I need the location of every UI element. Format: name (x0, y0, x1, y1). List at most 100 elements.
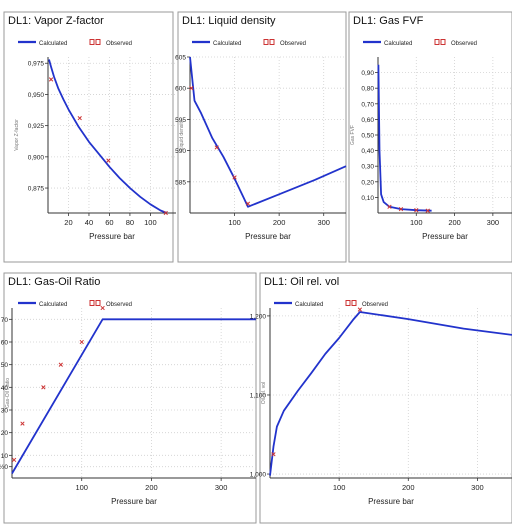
y-tick-label: 0,925 (28, 123, 45, 130)
x-tick-label: 200 (145, 483, 158, 492)
legend-observed-swatch (95, 300, 101, 306)
observed-point (387, 204, 392, 209)
legend-observed-swatch (351, 300, 357, 306)
y-tick-label: 0,975 (28, 61, 45, 68)
legend-observed-swatch (263, 39, 269, 45)
x-tick-label: 300 (487, 218, 500, 227)
legend-observed-label: Observed (280, 41, 306, 47)
observed-point (100, 305, 105, 311)
legend-observed-swatch (440, 39, 446, 45)
y-tick-label: 1,000 (250, 472, 267, 479)
panel-frame (3, 272, 257, 524)
legend-observed-swatch (95, 39, 101, 45)
chart-title: DL1: Gas FVF (353, 15, 424, 27)
x-tick-label: 60 (105, 218, 113, 227)
chart-panel-2: DL1: Liquid density Calculated Observed 100… (175, 11, 347, 263)
chart-panel-3: DL1: Gas FVF Calculated Observed 100 200 300 0… (348, 11, 512, 263)
x-tick-label: 200 (273, 218, 286, 227)
x-tick-label: 100 (333, 483, 346, 492)
series-calculated-line (377, 64, 432, 212)
panel-frame (259, 272, 512, 524)
observed-point (11, 457, 17, 463)
y-tick-label: ½0 (0, 463, 8, 471)
observed-point (163, 210, 168, 216)
x-tick-label: 300 (471, 483, 484, 492)
observed-point (245, 201, 251, 206)
chart-title: DL1: Liquid density (182, 15, 276, 27)
panel-frame (348, 11, 512, 263)
y-tick-label: 0,50 (361, 133, 374, 140)
observed-point (357, 307, 363, 312)
y-tick-label: 70 (1, 317, 9, 324)
x-tick-label: 100 (410, 218, 423, 227)
observed-point (77, 115, 82, 121)
observed-point (398, 206, 404, 212)
x-tick-label: 100 (75, 483, 88, 492)
legend-calculated-label: Calculated (213, 41, 241, 47)
observed-point (41, 385, 46, 390)
observed-point (79, 339, 84, 345)
observed-point (189, 86, 194, 91)
y-tick-label: 1,200 (250, 313, 267, 320)
y-tick-label: 0,60 (361, 117, 374, 124)
series-calculated-line (11, 318, 256, 474)
y-axis-label: Oil rel. vol (261, 382, 267, 404)
y-tick-label: 0,950 (28, 92, 45, 99)
panel-frame (3, 11, 174, 263)
x-tick-label: 100 (144, 218, 157, 227)
series-calculated-line (189, 56, 347, 208)
x-axis-label: Pressure bar (422, 232, 468, 241)
legend-observed-label: Observed (451, 41, 477, 47)
chart-panel-1: DL1: Vapor Z-factor Calculated Observed 20 4… (3, 11, 176, 263)
y-tick-label: 0,80 (361, 86, 374, 93)
y-tick-label: 605 (175, 55, 186, 62)
chart-title: DL1: Oil rel. vol (264, 276, 339, 288)
legend-observed-swatch (269, 39, 275, 45)
legend-observed-label: Observed (362, 302, 388, 308)
y-tick-label: 0,900 (28, 154, 45, 161)
y-axis-label: Liquid density (179, 119, 185, 150)
x-axis-label: Pressure bar (368, 497, 414, 506)
chart-title: DL1: Gas-Oil Ratio (8, 276, 100, 288)
chart-panel-5: DL1: Oil rel. vol Calculated Observed 100 20… (250, 272, 512, 524)
observed-point (425, 208, 430, 213)
x-tick-label: 80 (126, 218, 134, 227)
x-tick-label: 20 (64, 218, 72, 227)
legend-observed-swatch (89, 300, 95, 306)
observed-point (214, 145, 219, 150)
y-tick-label: 0,30 (361, 164, 374, 171)
x-tick-label: 300 (317, 218, 330, 227)
y-tick-label: 30 (1, 408, 9, 415)
observed-point (414, 208, 419, 213)
y-tick-label: 0,10 (361, 195, 374, 202)
y-tick-label: 0,40 (361, 148, 374, 155)
x-tick-label: 200 (448, 218, 461, 227)
legend-calculated-label: Calculated (39, 302, 67, 308)
y-tick-label: 0,70 (361, 101, 374, 108)
y-tick-label: 0,90 (361, 70, 374, 77)
observed-point (271, 452, 276, 457)
y-tick-label: 1,100 (250, 392, 267, 399)
y-tick-label: 595 (175, 117, 186, 124)
series-calculated-line (269, 311, 512, 476)
y-tick-label: 50 (1, 362, 9, 369)
y-tick-label: 60 (1, 340, 9, 347)
legend-observed-swatch (434, 39, 440, 45)
y-tick-label: 20 (1, 430, 9, 437)
x-tick-label: 200 (402, 483, 415, 492)
y-tick-label: 590 (175, 148, 186, 155)
observed-point (20, 421, 25, 426)
observed-point (106, 158, 111, 163)
y-tick-label: 40 (1, 385, 9, 392)
x-axis-label: Pressure bar (111, 497, 157, 506)
series-calculated-line (48, 59, 168, 214)
chart-title: DL1: Vapor Z-factor (8, 15, 104, 27)
x-tick-label: 100 (228, 218, 241, 227)
legend-calculated-label: Calculated (39, 41, 67, 47)
legend-calculated-label: Calculated (384, 41, 412, 47)
legend-observed-label: Observed (106, 41, 132, 47)
legend-observed-swatch (345, 300, 351, 306)
x-tick-label: 300 (215, 483, 228, 492)
y-tick-label: 10 (1, 453, 9, 460)
